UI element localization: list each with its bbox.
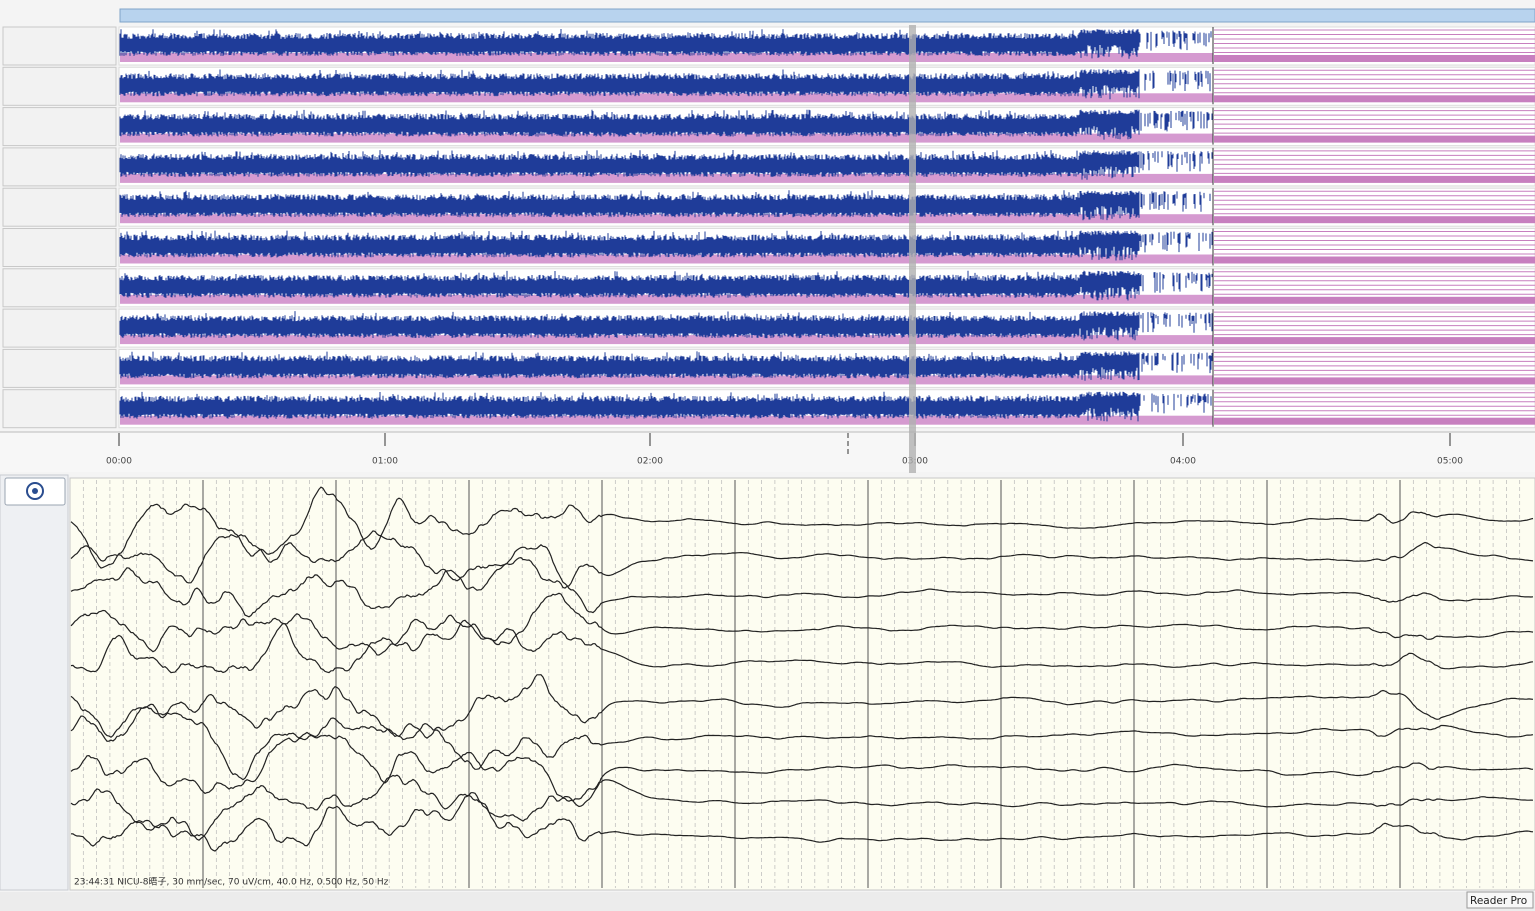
row-pink-band bbox=[1214, 175, 1535, 183]
row-stripes bbox=[1214, 311, 1535, 336]
row-pink bbox=[120, 214, 1213, 224]
row-pink bbox=[120, 133, 1213, 143]
row-pink-band bbox=[1214, 296, 1535, 304]
row-stripes bbox=[1214, 271, 1535, 295]
eeg-trace bbox=[70, 774, 1534, 841]
time-label: 04:00 bbox=[1170, 457, 1196, 467]
row-pink-band bbox=[1214, 377, 1535, 385]
row-stripes bbox=[1214, 231, 1535, 255]
eeg-trace bbox=[70, 734, 1534, 808]
row-pink-band bbox=[1214, 55, 1535, 62]
app-label-box bbox=[1466, 891, 1534, 909]
row-pink bbox=[120, 335, 1213, 345]
row-label bbox=[2, 348, 117, 388]
trend-wave bbox=[119, 190, 1211, 221]
row-pink-band bbox=[1214, 95, 1535, 103]
row-pink-band bbox=[1214, 216, 1535, 224]
row-label bbox=[2, 228, 117, 267]
row-label bbox=[2, 389, 117, 429]
row-label bbox=[2, 187, 117, 227]
row-pink bbox=[120, 53, 1213, 62]
row-stripes bbox=[1214, 392, 1535, 416]
time-cursor[interactable] bbox=[909, 25, 916, 473]
row-stripes bbox=[1214, 190, 1535, 215]
row-pink bbox=[120, 254, 1213, 264]
eeg-trace bbox=[70, 794, 1534, 852]
trend-wave bbox=[119, 29, 1212, 59]
eeg-trace bbox=[70, 674, 1534, 739]
row-stripes bbox=[1214, 150, 1535, 174]
row-pink-band bbox=[1214, 256, 1535, 264]
row-pink bbox=[120, 375, 1213, 385]
row-label bbox=[2, 107, 117, 147]
eeg-grid bbox=[82, 480, 1521, 888]
row-pink bbox=[120, 294, 1213, 304]
row-pink-band bbox=[1214, 337, 1535, 345]
app-label: Reader Pro bbox=[1470, 895, 1527, 907]
row-stripes bbox=[1214, 29, 1535, 53]
time-label: 05:00 bbox=[1437, 457, 1463, 467]
row-label bbox=[2, 147, 117, 187]
app-label-clip: Reader Pro bbox=[1470, 895, 1527, 907]
eeg-trace bbox=[70, 486, 1534, 569]
row-label bbox=[2, 66, 117, 106]
eeg-trace bbox=[70, 544, 1534, 618]
row-pink bbox=[120, 93, 1213, 103]
eeg-area bbox=[69, 477, 1535, 891]
trend-wave bbox=[119, 311, 1213, 341]
overview-scrollbar[interactable] bbox=[119, 8, 1535, 23]
trend-wave bbox=[119, 109, 1213, 140]
time-axis-area bbox=[0, 432, 1535, 472]
row-pink-band bbox=[1214, 135, 1535, 143]
eeg-trace bbox=[70, 706, 1534, 781]
target-icon-dot bbox=[32, 488, 38, 494]
time-label: 00:00 bbox=[106, 457, 132, 467]
montage-column bbox=[0, 474, 69, 891]
trend-wave bbox=[119, 391, 1212, 422]
row-label bbox=[2, 308, 117, 348]
row-label bbox=[2, 268, 117, 308]
row-label bbox=[2, 26, 117, 66]
trend-panel bbox=[2, 26, 1535, 429]
eeg-trace bbox=[70, 530, 1534, 589]
time-label: 01:00 bbox=[372, 457, 398, 467]
row-pink bbox=[120, 415, 1213, 425]
row-pink bbox=[120, 173, 1213, 183]
status-bar bbox=[0, 892, 1535, 911]
row-stripes bbox=[1214, 69, 1535, 94]
eeg-trace bbox=[70, 592, 1534, 656]
eeg-trace bbox=[70, 619, 1534, 674]
trend-wave bbox=[119, 150, 1213, 180]
eeg-traces bbox=[70, 486, 1534, 852]
row-pink-band bbox=[1214, 417, 1535, 425]
status-text: 23:44:31 NICU-8晤子, 30 mm/sec, 70 uV/cm, … bbox=[74, 877, 389, 888]
row-stripes bbox=[1214, 110, 1535, 134]
row-stripes bbox=[1214, 351, 1535, 376]
trend-wave bbox=[119, 351, 1213, 381]
trend-wave bbox=[119, 230, 1213, 261]
target-icon bbox=[26, 482, 44, 500]
trend-wave bbox=[119, 270, 1213, 301]
trend-wave bbox=[119, 69, 1211, 100]
time-label: 02:00 bbox=[637, 457, 663, 467]
